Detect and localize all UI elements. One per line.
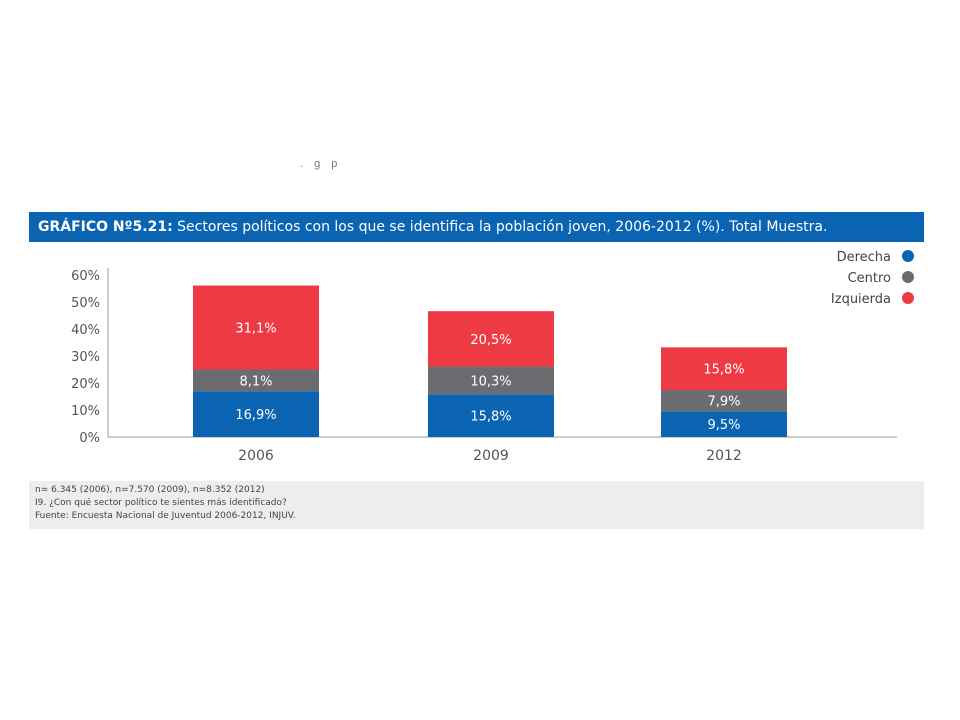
note-question: I9. ¿Con qué sector político te sientes … — [35, 498, 287, 508]
y-tick-label: 20% — [71, 377, 100, 392]
legend-label-izquierda: Izquierda — [831, 292, 891, 307]
y-tick-label: 30% — [71, 350, 100, 365]
x-tick-label: 2012 — [706, 448, 742, 464]
bar-segment-derecha-2012 — [661, 411, 787, 437]
data-label: 15,8% — [470, 410, 511, 425]
chart-notes: n= 6.345 (2006), n=7.570 (2009), n=8.352… — [29, 481, 924, 529]
bar-segment-derecha-2006 — [193, 391, 319, 437]
stacked-bar-chart: 0% 10% 20% 30% 40% 50% 60% 16,9% 8,1% 31,1% 2006 15… — [71, 250, 914, 464]
x-tick-label: 2009 — [473, 448, 509, 464]
data-label: 15,8% — [703, 363, 744, 378]
y-tick-label: 10% — [71, 404, 100, 419]
legend-marker-izquierda — [902, 292, 914, 304]
y-tick-label: 40% — [71, 323, 100, 338]
legend-marker-derecha — [902, 250, 914, 262]
data-label: 8,1% — [239, 374, 272, 389]
bar-segment-centro-2009 — [428, 366, 554, 395]
data-label: 20,5% — [470, 333, 511, 348]
y-tick-label: 50% — [71, 296, 100, 311]
chart-title-bar: GRÁFICO Nº5.21: Sectores políticos con l… — [29, 212, 924, 242]
x-tick-label: 2006 — [238, 448, 274, 464]
bar-segment-centro-2012 — [661, 390, 787, 412]
note-sample-size: n= 6.345 (2006), n=7.570 (2009), n=8.352… — [35, 485, 265, 495]
data-label: 10,3% — [470, 374, 511, 389]
legend-marker-centro — [902, 271, 914, 283]
bar-segment-derecha-2009 — [428, 394, 554, 437]
bar-segment-izquierda-2006 — [193, 285, 319, 370]
legend-label-centro: Centro — [848, 271, 891, 286]
bar-segment-centro-2006 — [193, 369, 319, 392]
data-label: 9,5% — [707, 418, 740, 433]
residue-text: . g p — [300, 158, 342, 170]
data-label: 31,1% — [235, 322, 276, 337]
legend-label-derecha: Derecha — [837, 250, 891, 265]
bar-segment-izquierda-2012 — [661, 347, 787, 391]
chart-title-prefix: GRÁFICO Nº5.21: — [38, 219, 173, 235]
bar-segment-izquierda-2009 — [428, 311, 554, 367]
y-tick-label: 0% — [79, 431, 100, 446]
data-label: 7,9% — [707, 395, 740, 410]
chart-title-text: Sectores políticos con los que se identi… — [172, 219, 828, 235]
note-source: Fuente: Encuesta Nacional de Juventud 20… — [35, 511, 296, 521]
y-tick-label: 60% — [71, 269, 100, 284]
data-label: 16,9% — [235, 408, 276, 423]
